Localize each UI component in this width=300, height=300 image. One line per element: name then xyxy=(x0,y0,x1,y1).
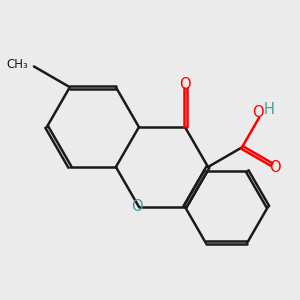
Text: H: H xyxy=(264,102,275,117)
Text: CH₃: CH₃ xyxy=(7,58,28,71)
Text: O: O xyxy=(269,160,281,175)
Text: O: O xyxy=(131,200,142,214)
Text: O: O xyxy=(179,77,191,92)
Text: O: O xyxy=(253,105,264,120)
